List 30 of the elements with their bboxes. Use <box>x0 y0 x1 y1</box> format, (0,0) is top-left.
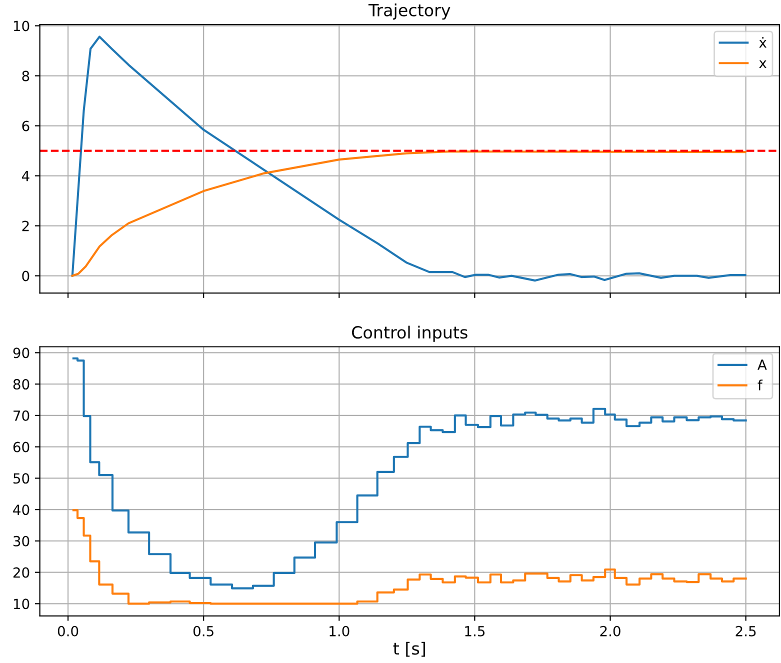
y-tick-label: 6 <box>22 120 30 132</box>
x-tick-label: 0.5 <box>193 626 214 636</box>
y-tick-label: 60 <box>13 442 30 452</box>
y-tick-label: 2 <box>22 220 29 232</box>
legend-label: x <box>759 60 766 68</box>
y-tick-label: 8 <box>22 70 30 82</box>
chart-title: Control inputs <box>352 326 468 342</box>
x-tick-label: 1.0 <box>330 626 350 636</box>
y-tick-label: 4 <box>22 170 30 182</box>
y-tick-label: 90 <box>13 348 30 358</box>
chart-title: Trajectory <box>368 4 450 20</box>
x-tick-label: 0.0 <box>58 626 78 636</box>
y-tick-label: 70 <box>14 410 30 421</box>
y-tick-label: 10 <box>14 598 30 610</box>
legend-label: f <box>758 380 763 390</box>
legend-label: ẋ <box>759 37 766 48</box>
legend-label: A <box>758 360 767 370</box>
y-tick-label: 10 <box>14 20 30 32</box>
y-tick-label: 80 <box>13 379 30 390</box>
y-tick-label: 0 <box>22 270 30 282</box>
y-tick-label: 20 <box>13 567 30 578</box>
x-tick-label: 2.5 <box>736 626 756 636</box>
x-tick-label: 1.5 <box>465 626 485 636</box>
y-tick-label: 50 <box>14 473 30 484</box>
y-tick-label: 30 <box>13 536 30 546</box>
x-tick-label: 2.0 <box>600 626 620 636</box>
line-series <box>71 150 746 277</box>
y-tick-label: 40 <box>13 504 30 516</box>
line-series <box>71 36 746 282</box>
x-axis-title: t [s] <box>393 642 425 657</box>
